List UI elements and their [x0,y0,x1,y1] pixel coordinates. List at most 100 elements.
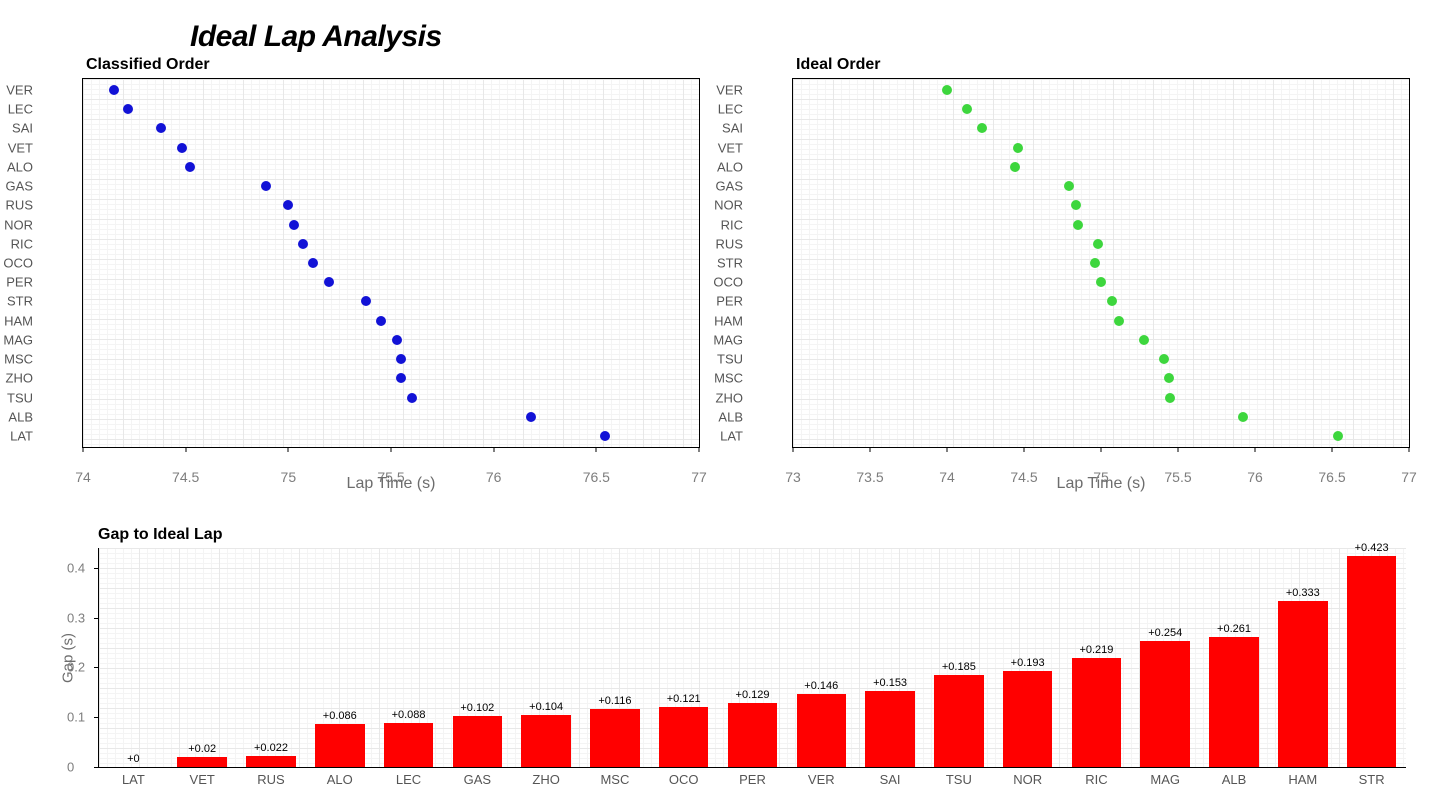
gap-bar [728,703,778,767]
bar-x-label: VET [190,772,215,787]
gap-bar [1347,556,1397,767]
bar-x-label: ALO [327,772,353,787]
driver-y-label: ALB [718,409,743,424]
classified-subtitle: Classified Order [86,56,700,74]
bar-x-label: MSC [600,772,629,787]
bar-x-label: RIC [1085,772,1107,787]
driver-y-label: OCO [713,275,743,290]
y-tick-label: 0.1 [67,710,85,725]
bar-value-label: +0.193 [1011,657,1045,669]
classified-panel: Classified Order VERLECSAIVETALOGASRUSNO… [30,56,700,516]
driver-y-label: LAT [720,428,743,443]
data-point [1071,200,1081,210]
data-point [1139,335,1149,345]
gap-bar [1003,671,1053,767]
data-point [396,373,406,383]
ideal-subtitle: Ideal Order [796,56,1410,74]
gap-bar [590,709,640,767]
data-point [298,239,308,249]
bar-value-label: +0 [127,753,140,765]
ideal-x-title: Lap Time (s) [1057,475,1146,493]
driver-y-label: MAG [3,332,33,347]
gap-bar [1278,601,1328,767]
bar-value-label: +0.102 [460,702,494,714]
bar-value-label: +0.333 [1286,587,1320,599]
bar-value-label: +0.153 [873,677,907,689]
data-point [376,316,386,326]
ideal-panel: Ideal Order VERLECSAIVETALOGASNORRICRUSS… [740,56,1410,516]
x-tick-label: 76.5 [583,469,610,485]
driver-y-label: HAM [4,313,33,328]
driver-y-label: PER [716,294,743,309]
gap-y-title: Gap (s) [60,632,77,682]
bar-value-label: +0.02 [188,743,216,755]
data-point [962,104,972,114]
gap-bar [659,707,709,767]
x-tick-label: 73 [785,469,801,485]
bar-x-label: MAG [1150,772,1180,787]
data-point [261,181,271,191]
driver-y-label: RUS [716,236,743,251]
data-point [1090,258,1100,268]
driver-y-label: SAI [12,121,33,136]
gap-bar [797,694,847,767]
x-tick-label: 73.5 [856,469,883,485]
data-point [396,354,406,364]
driver-y-label: RIC [11,236,33,251]
data-point [1010,162,1020,172]
driver-y-label: MSC [4,352,33,367]
driver-y-label: MAG [713,332,743,347]
y-tick-label: 0.2 [67,660,85,675]
driver-y-label: NOR [714,198,743,213]
x-tick-label: 76 [1247,469,1263,485]
driver-y-label: GAS [6,179,33,194]
data-point [1238,412,1248,422]
driver-y-label: VER [716,83,743,98]
driver-y-label: ALO [7,159,33,174]
driver-y-label: PER [6,275,33,290]
classified-x-title: Lap Time (s) [347,475,436,493]
bar-x-label: GAS [464,772,491,787]
driver-y-label: TSU [717,352,743,367]
data-point [123,104,133,114]
gap-bar [934,675,984,767]
data-point [289,220,299,230]
bar-x-label: OCO [669,772,699,787]
driver-y-label: ALO [717,159,743,174]
driver-y-label: STR [7,294,33,309]
x-tick-label: 76.5 [1318,469,1345,485]
driver-y-label: ZHO [716,390,743,405]
bar-x-label: ZHO [532,772,559,787]
data-point [324,277,334,287]
data-point [1159,354,1169,364]
driver-y-label: TSU [7,390,33,405]
gap-bar [1140,641,1190,767]
x-tick-label: 77 [1401,469,1417,485]
data-point [600,431,610,441]
bar-x-label: LEC [396,772,421,787]
driver-y-label: ALB [8,409,33,424]
x-tick-label: 75 [281,469,297,485]
data-point [1013,143,1023,153]
dashboard: Ideal Lap Analysis Classified Order VERL… [0,0,1440,810]
driver-y-label: ZHO [6,371,33,386]
driver-y-label: STR [717,256,743,271]
bar-value-label: +0.423 [1355,542,1389,554]
bar-x-label: SAI [880,772,901,787]
driver-y-label: VET [8,140,33,155]
data-point [1164,373,1174,383]
bar-value-label: +0.022 [254,742,288,754]
x-tick-label: 74 [939,469,955,485]
gap-bar-chart: Gap (s) 00.10.20.30.4+0LAT+0.02VET+0.022… [98,548,1406,768]
driver-y-label: LEC [8,102,33,117]
driver-y-label: NOR [4,217,33,232]
gap-bar [865,691,915,767]
gap-panel: Gap to Ideal Lap Gap (s) 00.10.20.30.4+0… [30,526,1410,790]
gap-bar [177,757,227,767]
gap-bar [1072,658,1122,767]
data-point [308,258,318,268]
driver-y-label: LAT [10,428,33,443]
driver-y-label: SAI [722,121,743,136]
bar-x-label: STR [1359,772,1385,787]
driver-y-label: VET [718,140,743,155]
